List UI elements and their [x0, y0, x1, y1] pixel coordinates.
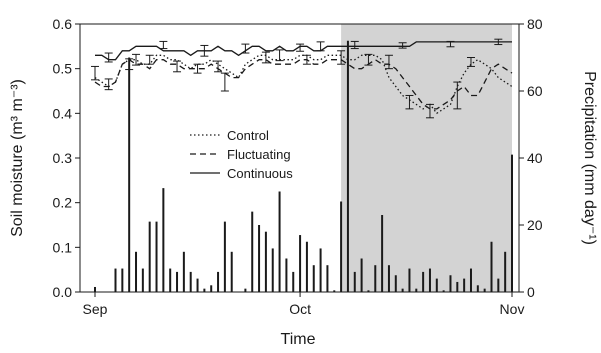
x-tick-label: Sep — [83, 301, 108, 317]
y-right-tick-label: 40 — [527, 150, 543, 166]
y-left-tick-label: 0.2 — [53, 195, 73, 211]
y-left-tick-label: 0.6 — [53, 16, 73, 32]
axes-group: 0.0 0.1 0.2 0.3 0.4 0.5 0.6 0 20 40 60 80 Sep Oct Nov — [53, 16, 543, 317]
y-left-tick-label: 0.1 — [53, 239, 73, 255]
y-axis-left-title: Soil moisture (m³ m⁻³) — [9, 79, 26, 237]
shaded-period-group — [341, 24, 512, 292]
precipitation-bars-group — [94, 40, 513, 292]
x-axis-title: Time — [281, 331, 316, 348]
legend-label-fluctuating: Fluctuating — [227, 147, 291, 162]
series-line-fluctuating — [94, 58, 513, 110]
y-axis-right-title: Precipitation (mm day⁻¹) — [581, 71, 598, 245]
error-bars-group — [91, 38, 503, 119]
y-right-tick-label: 0 — [527, 284, 535, 300]
y-left-tick-label: 0.4 — [53, 105, 73, 121]
legend: Control Fluctuating Continuous — [190, 128, 293, 181]
y-right-tick-label: 20 — [527, 217, 543, 233]
y-left-tick-label: 0.3 — [53, 150, 73, 166]
y-right-tick-label: 60 — [527, 83, 543, 99]
legend-label-control: Control — [227, 128, 269, 143]
x-tick-label: Nov — [500, 301, 525, 317]
y-left-tick-label: 0.5 — [53, 61, 73, 77]
series-line-continuous — [95, 41, 512, 61]
y-left-tick-label: 0.0 — [53, 284, 73, 300]
x-tick-label: Oct — [289, 301, 311, 317]
legend-label-continuous: Continuous — [227, 166, 293, 181]
y-right-tick-label: 80 — [527, 16, 543, 32]
shaded-period — [341, 24, 512, 292]
